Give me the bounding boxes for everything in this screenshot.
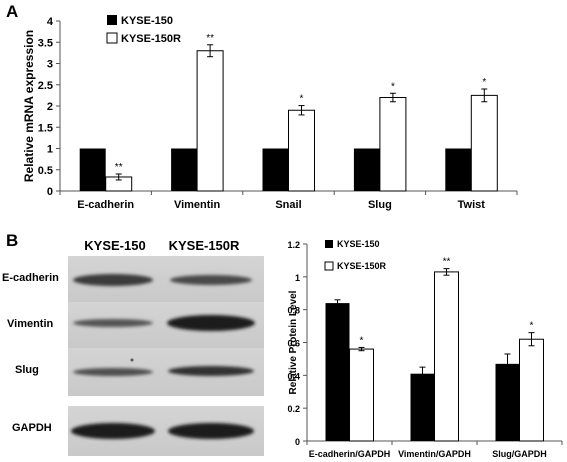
y-tick-label: 0.5 — [38, 165, 53, 177]
blot-row-label-vimentin: Vimentin — [7, 318, 54, 330]
y-tick-label: 3.5 — [38, 37, 53, 49]
bar — [434, 271, 459, 442]
legend-swatch — [107, 15, 117, 25]
blot-col-label-kyse150r: KYSE-150R — [169, 238, 240, 253]
blot-strip-gapdh — [68, 406, 264, 456]
bar — [349, 348, 374, 442]
blot-col-label-kyse150: KYSE-150 — [84, 238, 145, 253]
y-tick-label: 1.5 — [38, 122, 53, 134]
legend-label: KYSE-150 — [337, 239, 380, 249]
significance-label: * — [300, 94, 304, 105]
significance-label: * — [391, 81, 395, 92]
significance-label: ** — [206, 33, 214, 44]
y-tick-label: 1 — [295, 273, 300, 283]
blot-row-label-ecadherin: E-cadherin — [2, 272, 59, 284]
y-axis-label: Relative Protein Level — [288, 290, 299, 394]
bar — [470, 94, 498, 192]
legend-swatch — [325, 240, 333, 248]
legend-label: KYSE-150R — [121, 33, 181, 45]
blot-row-label-slug: Slug — [15, 364, 39, 376]
bar — [379, 97, 407, 192]
category-label: Slug — [368, 199, 392, 211]
bar — [519, 338, 544, 442]
bar — [325, 303, 350, 441]
category-label: Twist — [458, 199, 486, 211]
western-blot: KYSE-150 KYSE-150R E-cadherin Vimentin S… — [2, 238, 264, 456]
y-axis-label: Relative mRNA expression — [22, 30, 36, 182]
y-tick-label: 3 — [47, 59, 53, 71]
y-tick-label: 4 — [47, 16, 54, 28]
blot-strip-vimentin — [68, 302, 264, 348]
y-tick-label: 0.6 — [287, 339, 300, 349]
category-label: Vimentin — [174, 199, 221, 211]
y-tick-label: 1 — [47, 144, 53, 156]
significance-label: * — [482, 77, 486, 88]
y-tick-label: 0.2 — [287, 404, 300, 414]
y-tick-label: 1.2 — [287, 240, 300, 250]
y-tick-label: 0.8 — [287, 306, 300, 316]
category-label: Vimentin/GAPDH — [398, 449, 471, 459]
category-label: E-cadherin/GAPDH — [309, 449, 391, 459]
y-tick-label: 2.5 — [38, 80, 53, 92]
bar — [445, 148, 472, 191]
y-tick-label: 0 — [295, 437, 300, 447]
legend-label: KYSE-150 — [121, 15, 173, 27]
bar — [288, 109, 315, 192]
y-tick-label: 0 — [47, 186, 53, 198]
y-tick-label: 2 — [47, 101, 53, 113]
blot-strip-slug — [68, 348, 264, 396]
bar — [495, 363, 520, 441]
category-label: Slug/GAPDH — [492, 449, 547, 459]
bar — [171, 148, 198, 191]
protein-chart: 0 0.2 0.4 0.6 0.8 1 1.2 Relative Protein Level E… — [287, 239, 563, 459]
legend-label: KYSE-150R — [337, 261, 387, 271]
legend-swatch — [106, 32, 118, 44]
blot-strip-ecadherin — [68, 256, 264, 302]
bar — [79, 148, 106, 191]
bar — [196, 50, 224, 192]
blot-row-label-gapdh: GAPDH — [12, 422, 52, 434]
significance-label: * — [360, 335, 364, 346]
significance-label: ** — [443, 257, 451, 268]
significance-label: * — [530, 321, 534, 332]
category-label: E-cadherin — [77, 199, 134, 211]
mrna-chart: 0 0.5 1 1.5 2 2.5 3 3.5 4 Relative mRNA expressio… — [22, 15, 518, 211]
significance-label: ** — [115, 162, 123, 173]
bar — [353, 148, 380, 191]
legend-swatch — [324, 261, 334, 271]
y-tick-label: 0.4 — [287, 371, 300, 381]
bar — [410, 373, 435, 441]
panel-label-b: B — [6, 231, 18, 250]
bar — [262, 148, 289, 191]
category-label: Snail — [275, 199, 301, 211]
panel-label-a: A — [6, 2, 18, 21]
